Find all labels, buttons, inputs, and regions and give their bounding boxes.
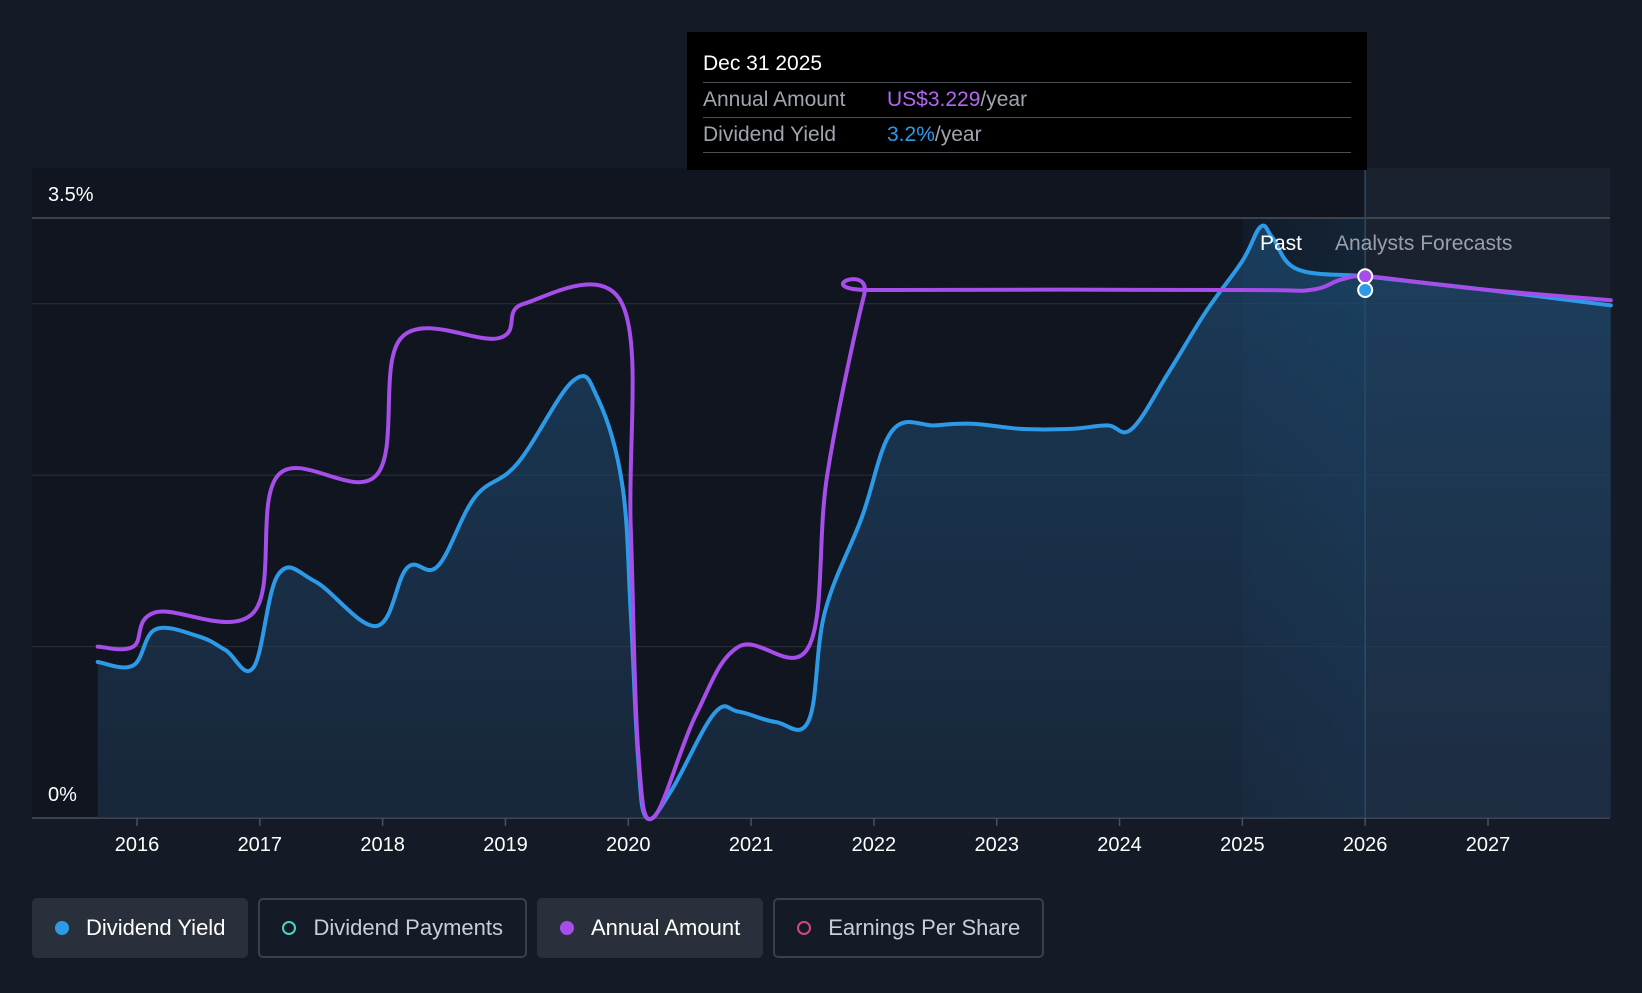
tooltip-date: Dec 31 2025	[703, 52, 823, 75]
x-tick-label: 2016	[115, 834, 160, 856]
tooltip-row-dividend-yield: Dividend Yield 3.2% /year	[703, 117, 1351, 153]
legend-label: Dividend Payments	[313, 915, 503, 940]
x-tick-label: 2018	[360, 834, 405, 856]
x-tick-label: 2019	[483, 834, 528, 856]
dividend-yield-dot-icon	[55, 921, 69, 935]
x-tick-label: 2025	[1220, 834, 1265, 856]
dividend-yield-area	[97, 225, 1611, 820]
tooltip-unit: /year	[934, 123, 982, 146]
dividend-yield-point[interactable]	[1357, 282, 1374, 298]
legend: Dividend Yield Dividend Payments Annual …	[32, 898, 1045, 960]
tooltip-label: Annual Amount	[703, 88, 846, 111]
legend-earnings-per-share[interactable]: Earnings Per Share	[773, 898, 1045, 958]
legend-label: Earnings Per Share	[828, 915, 1021, 940]
annual-amount-dot-icon	[559, 921, 574, 935]
forecast-label: Analysts Forecasts	[1335, 232, 1512, 255]
dividend-yield-line	[95, 223, 1613, 822]
y-axis-bottom-label: 0%	[48, 784, 77, 806]
x-tick-label: 2027	[1466, 834, 1511, 856]
x-axis: 2016 2017 2018 2019 2020 2021 2022 2023 2024 2025…	[115, 818, 1511, 856]
legend-dividend-yield[interactable]: Dividend Yield	[32, 898, 249, 958]
tooltip-unit: /year	[980, 88, 1028, 111]
legend-label: Annual Amount	[590, 915, 741, 940]
x-tick-label: 2017	[238, 834, 283, 856]
earnings-per-share-ring-icon	[797, 921, 812, 935]
legend-label: Dividend Yield	[86, 915, 226, 940]
highlight-points	[1357, 268, 1374, 298]
x-tick-label: 2024	[1097, 834, 1142, 856]
x-tick-label: 2026	[1343, 834, 1388, 856]
tooltip-value: US$3.229	[887, 88, 981, 111]
annual-amount-line	[95, 274, 1613, 821]
x-tick-label: 2023	[974, 834, 1019, 856]
tooltip: Dec 31 2025 Annual Amount US$3.229 /year…	[687, 32, 1367, 170]
tooltip-label: Dividend Yield	[703, 123, 837, 146]
legend-annual-amount[interactable]: Annual Amount	[536, 898, 764, 958]
x-tick-label: 2021	[729, 834, 774, 856]
tooltip-row-annual-amount: Annual Amount US$3.229 /year	[703, 82, 1351, 117]
past-label: Past	[1260, 232, 1302, 255]
dividend-payments-ring-icon	[282, 921, 297, 935]
x-tick-label: 2020	[606, 834, 651, 856]
annual-amount-point[interactable]	[1357, 268, 1374, 285]
y-axis-top-label: 3.5%	[48, 184, 94, 206]
x-tick-label: 2022	[852, 834, 897, 856]
tooltip-value: 3.2%	[887, 123, 935, 146]
legend-dividend-payments[interactable]: Dividend Payments	[258, 898, 527, 958]
